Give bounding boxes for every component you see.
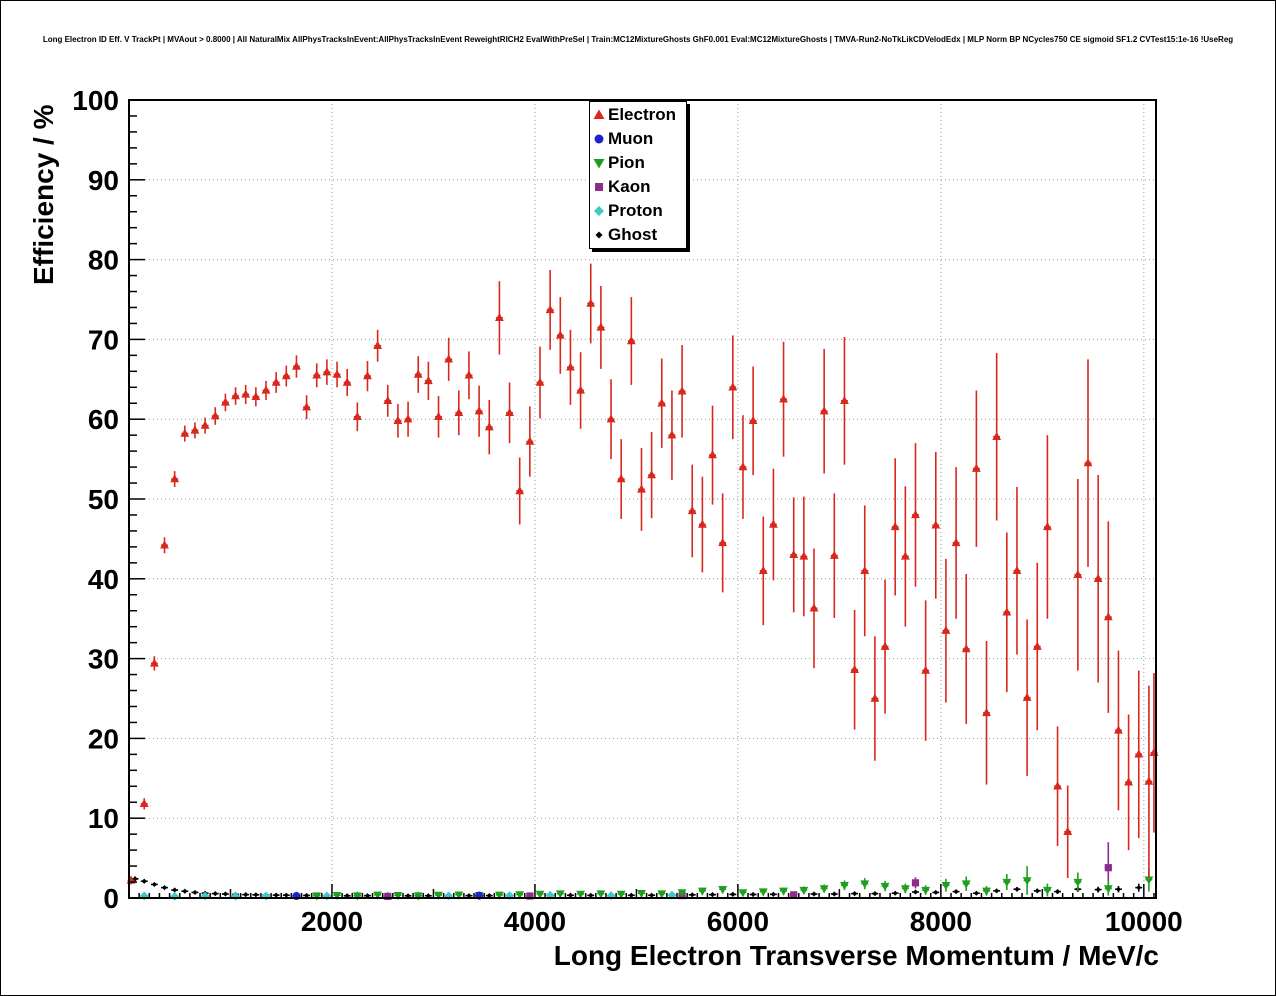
legend-item-electron: Electron: [590, 103, 686, 127]
svg-text:4000: 4000: [504, 906, 566, 937]
svg-text:8000: 8000: [910, 906, 972, 937]
legend-item-kaon: Kaon: [590, 175, 686, 199]
svg-text:50: 50: [88, 484, 119, 515]
proton-diamond-marker-icon: [590, 203, 608, 219]
svg-text:2000: 2000: [301, 906, 363, 937]
legend-label-proton: Proton: [608, 201, 663, 220]
legend-item-ghost: Ghost: [590, 223, 686, 247]
svg-text:10000: 10000: [1105, 906, 1183, 937]
axes-layer: 2000 4000 6000 8000 10000 0 10 20 30 40 50 60 70 80 90…: [72, 85, 1182, 937]
legend: Electron Muon Pion Kaon Proton: [589, 101, 687, 249]
legend-label-electron: Electron: [608, 105, 677, 124]
svg-text:0: 0: [103, 883, 119, 914]
pion-triangle-down-marker-icon: [590, 155, 608, 171]
muon-circle-marker-icon: [590, 131, 608, 147]
series-pion: [312, 866, 1154, 901]
legend-label-ghost: Ghost: [608, 225, 658, 244]
legend-item-muon: Muon: [590, 127, 686, 151]
legend-item-proton: Proton: [590, 199, 686, 223]
legend-label-kaon: Kaon: [608, 177, 651, 196]
series-electron: [126, 263, 1159, 885]
svg-text:10: 10: [88, 803, 119, 834]
legend-label-pion: Pion: [608, 153, 645, 172]
legend-label-muon: Muon: [608, 129, 654, 148]
svg-text:6000: 6000: [707, 906, 769, 937]
plot-title: Long Electron ID Eff. V TrackPt | MVAout…: [42, 35, 1234, 44]
svg-text:80: 80: [88, 245, 119, 276]
svg-text:30: 30: [88, 644, 119, 675]
svg-text:40: 40: [88, 564, 119, 595]
svg-text:70: 70: [88, 324, 119, 355]
series-kaon: [384, 842, 1112, 901]
grid-lines: [129, 100, 1156, 898]
ghost-diamond-marker-icon: [590, 227, 608, 243]
data-points-layer: [126, 263, 1159, 901]
svg-text:90: 90: [88, 165, 119, 196]
y-axis-title: Efficiency / %: [28, 104, 59, 285]
svg-text:60: 60: [88, 404, 119, 435]
svg-text:100: 100: [72, 85, 119, 116]
legend-item-pion: Pion: [590, 151, 686, 175]
svg-text:20: 20: [88, 723, 119, 754]
x-axis-title: Long Electron Transverse Momentum / MeV/…: [554, 940, 1159, 971]
electron-triangle-marker-icon: [590, 107, 608, 123]
kaon-square-marker-icon: [590, 179, 608, 195]
